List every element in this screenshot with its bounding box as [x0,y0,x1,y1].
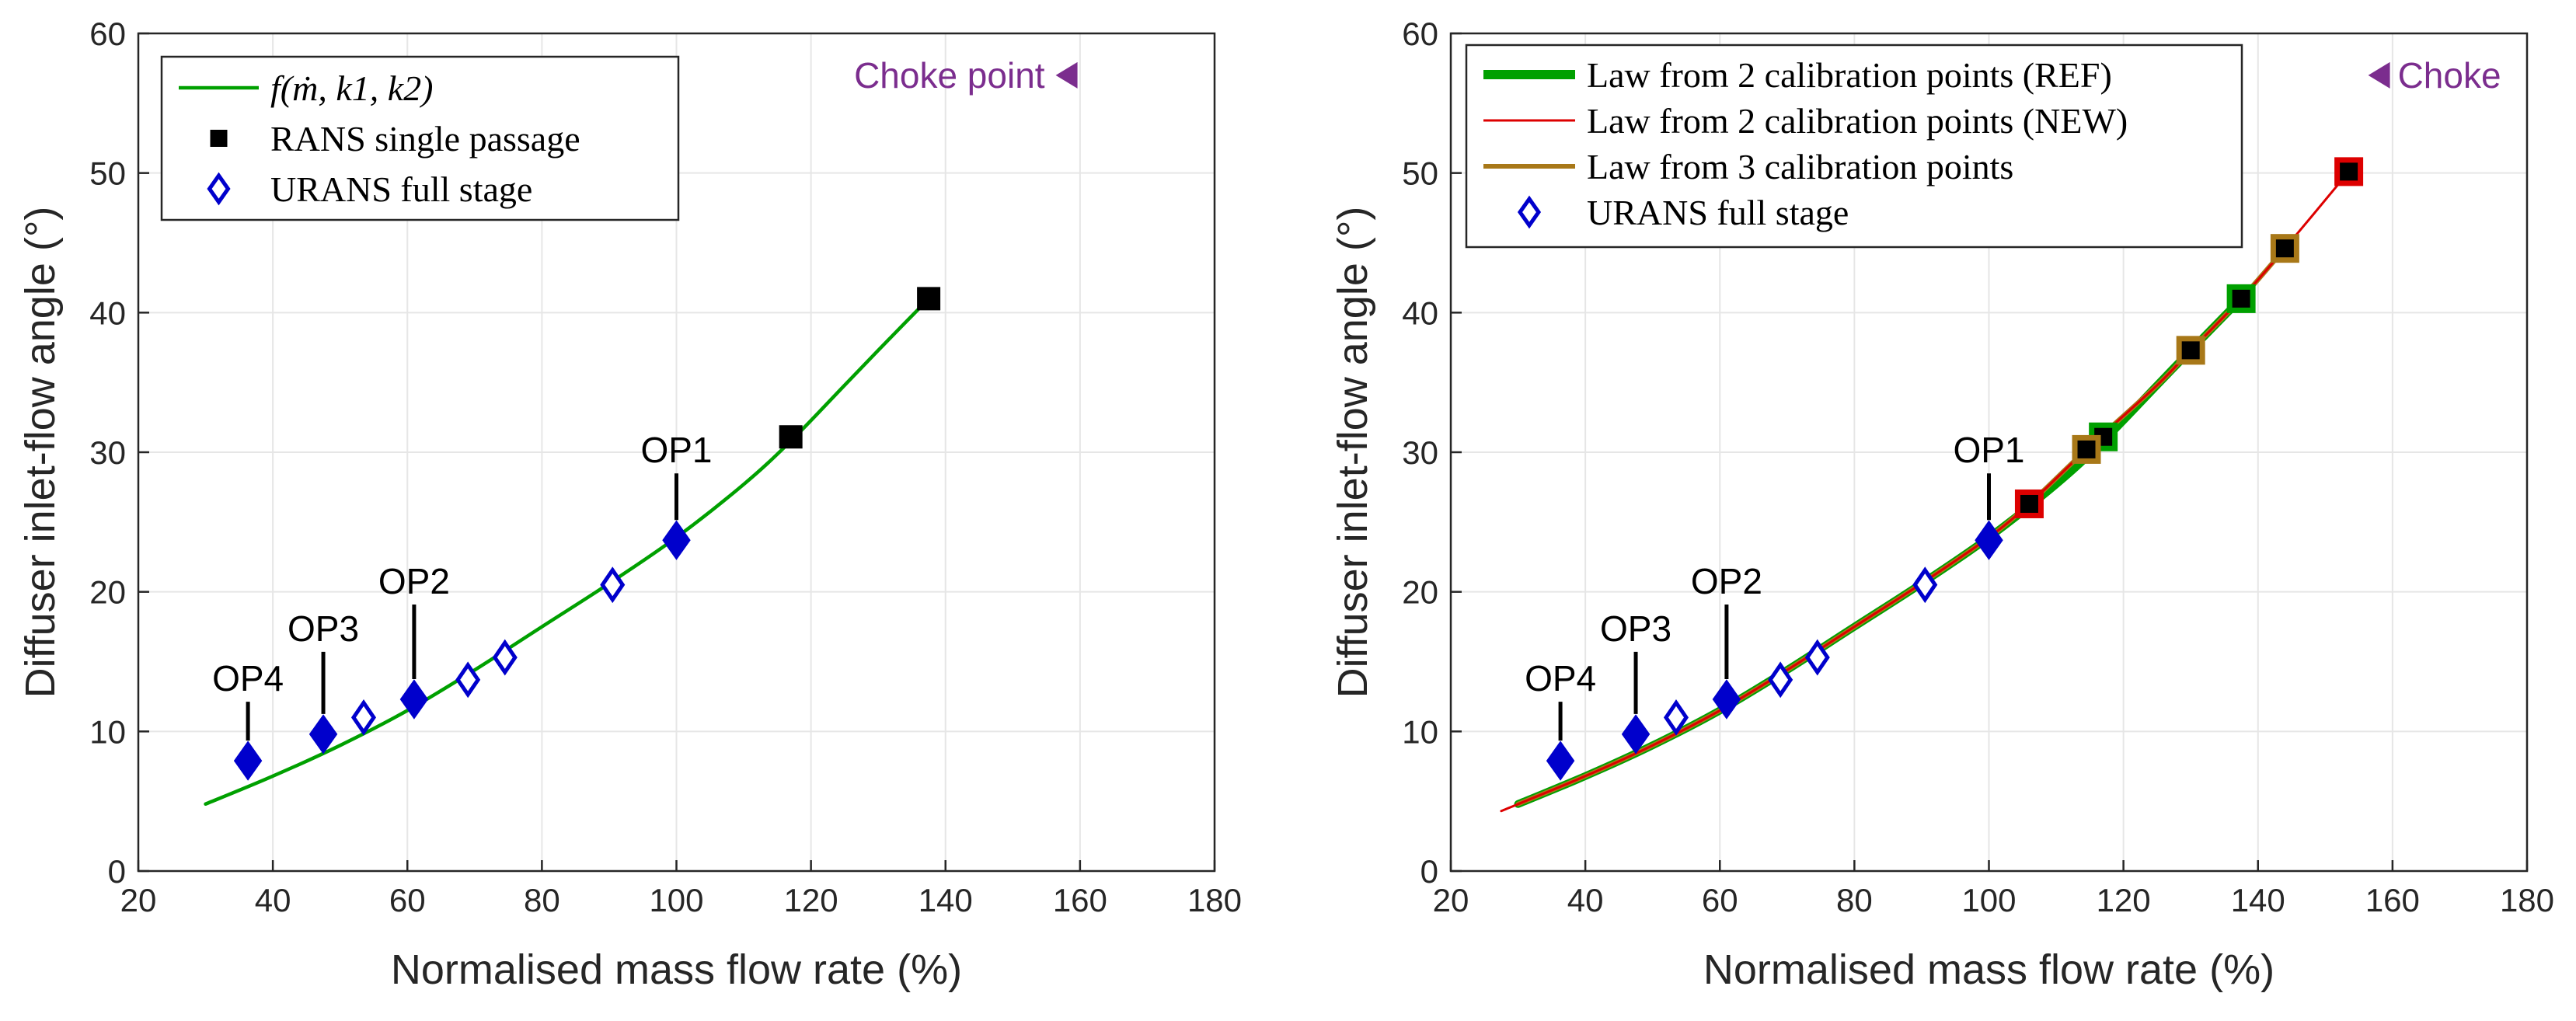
y-tick-label: 60 [1402,16,1438,52]
data-point-diamond-open [1663,699,1689,736]
chart-panel-2: 20 40 60 80 100 120 140 160 180 0 10 20 30 40 50 60 Norm… [1330,16,2554,993]
legend-entry-label: RANS single passage [270,119,580,159]
calibration-point [2334,157,2364,186]
y-axis-label: Diffuser inlet-flow angle (°) [17,207,64,699]
y-tick-label: 50 [1402,155,1438,192]
data-point-diamond-open [600,566,626,604]
op-label: OP2 [378,561,450,601]
x-axis-label: Normalised mass flow rate (%) [1703,946,2274,993]
x-axis-label: Normalised mass flow rate (%) [391,946,962,993]
data-point-diamond-open [350,699,377,736]
operating-point-marker [308,714,338,754]
op-label: OP3 [288,608,359,649]
x-tick-label: 120 [784,882,838,918]
x-tick-label: 40 [1567,882,1604,918]
operating-point-marker [233,740,263,781]
x-tick-label: 140 [919,882,973,918]
legend-entry-label: f(ṁ, k1, k2) [270,68,433,108]
legend-box [160,55,680,221]
choke-label: Choke [2398,55,2501,96]
data-point-diamond-open [1912,566,1938,604]
x-tick-label: 20 [120,882,157,918]
operating-point-marker [662,520,691,560]
legend-entry-label: Law from 2 calibration points (NEW) [1587,101,2128,141]
legend-square-swatch [210,130,228,147]
x-tick-label: 100 [649,882,703,918]
x-tick-label: 40 [255,882,291,918]
x-tick-label: 120 [2097,882,2151,918]
op-label: OP2 [1691,561,1762,601]
op-label: OP4 [212,658,284,699]
y-tick-label: 30 [1402,434,1438,471]
x-tick-label: 180 [1187,882,1242,918]
calibration-point [2072,434,2101,464]
data-point-square [917,287,941,311]
data-point-diamond-open [1768,661,1793,699]
y-tick-label: 50 [89,155,126,192]
chart-panel-1: 20 40 60 80 100 120 140 160 180 0 10 20 30 40 50 60 Norm… [17,16,1242,993]
legend-entry-label: Law from 3 calibration points [1587,147,2013,186]
y-tick-label: 0 [1420,853,1438,890]
x-tick-label: 180 [2500,882,2554,918]
calibration-point [2270,234,2299,263]
legend-box [1465,44,2243,249]
y-tick-label: 40 [1402,294,1438,331]
legend-diamond-swatch [207,172,231,206]
operating-point-marker [1975,520,2003,560]
y-tick-label: 20 [89,574,126,611]
op-label: OP3 [1600,608,1671,649]
y-tick-label: 20 [1402,574,1438,611]
operating-point-marker [399,679,429,720]
legend-entry-label: Law from 2 calibration points (REF) [1587,55,2112,95]
data-point-square [779,425,803,449]
calibration-point [2014,489,2044,518]
x-tick-label: 80 [524,882,560,918]
x-tick-label: 160 [2365,882,2420,918]
legend: Law from 2 calibration points (REF) Law f… [1465,44,2243,249]
choke-marker [1055,61,1078,89]
legend-diamond-swatch [1517,195,1542,229]
x-tick-label: 100 [1961,882,2016,918]
calibration-point [2176,336,2205,365]
legend: f(ṁ, k1, k2) RANS single passage URANS ful… [160,55,680,221]
y-tick-label: 30 [89,434,126,471]
x-tick-label: 140 [2231,882,2285,918]
data-point-diamond-open [1804,639,1830,676]
data-point-diamond-open [492,639,518,676]
y-tick-label: 10 [89,713,126,750]
op-label: OP1 [1953,430,2024,470]
choke-label: Choke point [854,55,1045,96]
calibration-point [2226,284,2256,313]
x-tick-label: 60 [389,882,426,918]
operating-point-marker [1546,740,1575,781]
x-tick-label: 60 [1702,882,1738,918]
x-tick-label: 160 [1053,882,1107,918]
legend-entry-label: URANS full stage [270,169,532,209]
y-tick-label: 60 [89,16,126,52]
op-label: OP1 [640,430,712,470]
y-tick-label: 0 [108,853,126,890]
op-label: OP4 [1525,658,1596,699]
data-point-diamond-open [455,661,481,699]
choke-marker [2368,61,2390,89]
legend-entry-label: URANS full stage [1587,193,1849,232]
operating-point-marker [1621,714,1651,754]
operating-point-marker [1712,679,1741,720]
y-axis-label: Diffuser inlet-flow angle (°) [1330,207,1376,699]
x-tick-label: 80 [1836,882,1873,918]
x-tick-label: 20 [1433,882,1469,918]
y-tick-label: 40 [89,294,126,331]
y-tick-label: 10 [1402,713,1438,750]
